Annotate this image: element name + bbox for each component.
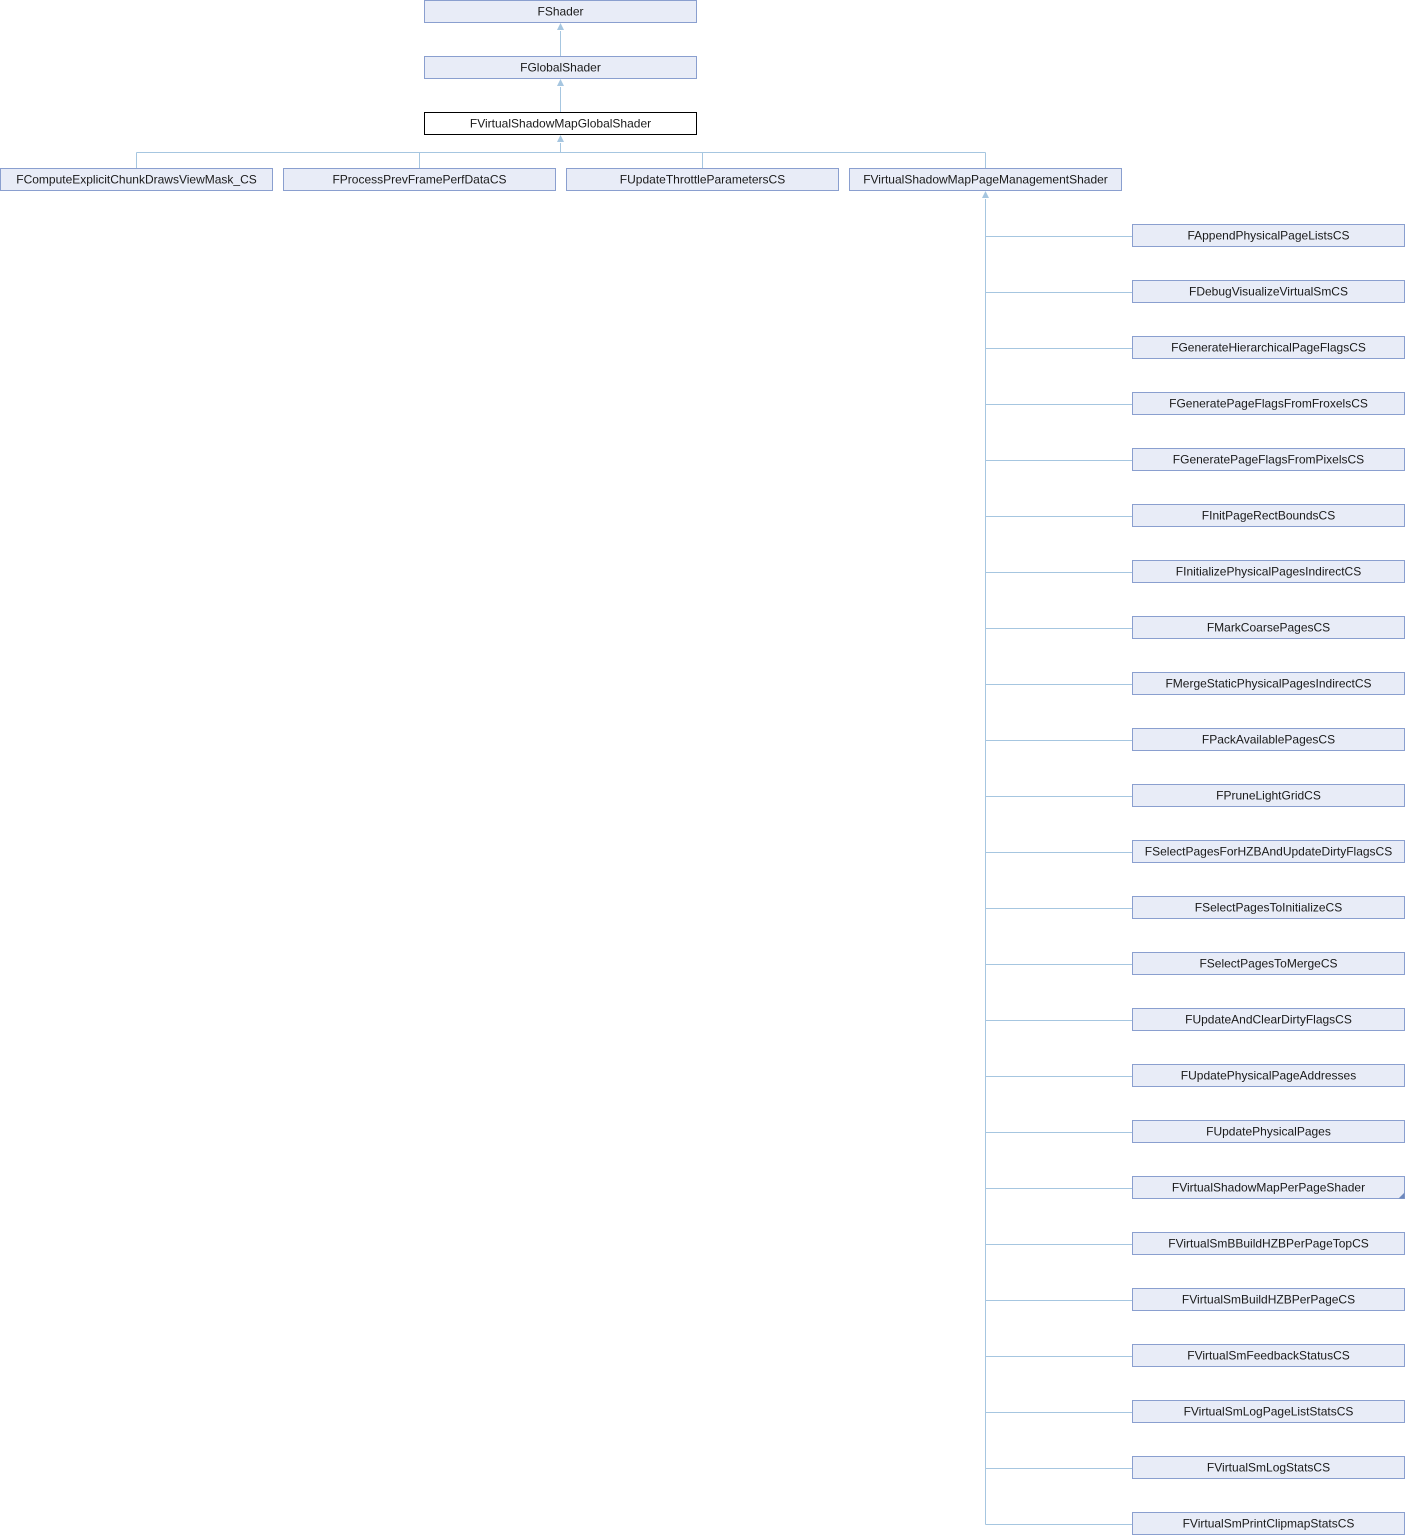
class-node-fupdate-and-clear-dirty-flags-cs[interactable]: FUpdateAndClearDirtyFlagsCS: [1132, 1008, 1405, 1031]
class-box: [566, 168, 839, 191]
class-node-fglobal-shader[interactable]: FGlobalShader: [424, 56, 697, 79]
class-node-fvirtual-shadow-map-page-management-shader[interactable]: FVirtualShadowMapPageManagementShader: [849, 168, 1122, 191]
class-name: FGlobalShader: [520, 61, 601, 75]
class-node-fupdate-physical-page-addresses[interactable]: FUpdatePhysicalPageAddresses: [1132, 1064, 1405, 1087]
class-name: FSelectPagesToMergeCS: [1199, 957, 1337, 971]
class-box: [849, 168, 1122, 191]
class-node-fgenerate-hierarchical-page-flags-cs[interactable]: FGenerateHierarchicalPageFlagsCS: [1132, 336, 1405, 359]
class-node-finit-page-rect-bounds-cs[interactable]: FInitPageRectBoundsCS: [1132, 504, 1405, 527]
class-node-fvirtual-sm-build-hzbper-page-cs[interactable]: FVirtualSmBuildHZBPerPageCS: [1132, 1288, 1405, 1311]
class-node-fcompute-explicit-chunk-draws-view-mask-cs[interactable]: FComputeExplicitChunkDrawsViewMask_CS: [0, 168, 273, 191]
class-node-fupdate-physical-pages[interactable]: FUpdatePhysicalPages: [1132, 1120, 1405, 1143]
class-name: FProcessPrevFramePerfDataCS: [332, 173, 506, 187]
class-name: FVirtualSmPrintClipmapStatsCS: [1183, 1517, 1355, 1531]
class-node-fappend-physical-page-lists-cs[interactable]: FAppendPhysicalPageListsCS: [1132, 224, 1405, 247]
class-name: FInitPageRectBoundsCS: [1202, 509, 1335, 523]
class-box: [0, 168, 273, 191]
class-node-fdebug-visualize-virtual-sm-cs[interactable]: FDebugVisualizeVirtualSmCS: [1132, 280, 1405, 303]
class-node-fvirtual-sm-bbuild-hzbper-page-top-cs[interactable]: FVirtualSmBBuildHZBPerPageTopCS: [1132, 1232, 1405, 1255]
class-box: [424, 56, 697, 79]
class-name: FVirtualSmLogStatsCS: [1207, 1461, 1330, 1475]
class-node-fupdate-throttle-parameters-cs[interactable]: FUpdateThrottleParametersCS: [566, 168, 839, 191]
class-name: FComputeExplicitChunkDrawsViewMask_CS: [16, 173, 257, 187]
class-name: FSelectPagesForHZBAndUpdateDirtyFlagsCS: [1145, 845, 1392, 859]
class-node-fgenerate-page-flags-from-pixels-cs[interactable]: FGeneratePageFlagsFromPixelsCS: [1132, 448, 1405, 471]
class-name: FVirtualShadowMapGlobalShader: [470, 117, 651, 131]
class-node-fgenerate-page-flags-from-froxels-cs[interactable]: FGeneratePageFlagsFromFroxelsCS: [1132, 392, 1405, 415]
class-name: FUpdatePhysicalPageAddresses: [1181, 1069, 1356, 1083]
class-name: FMergeStaticPhysicalPagesIndirectCS: [1165, 677, 1371, 691]
class-node-fvirtual-sm-feedback-status-cs[interactable]: FVirtualSmFeedbackStatusCS: [1132, 1344, 1405, 1367]
class-node-fvirtual-shadow-map-global-shader[interactable]: FVirtualShadowMapGlobalShader: [424, 112, 697, 135]
class-name: FVirtualSmFeedbackStatusCS: [1187, 1349, 1350, 1363]
class-name: FSelectPagesToInitializeCS: [1195, 901, 1342, 915]
inheritance-arrowhead: [982, 191, 989, 198]
class-name: FGenerateHierarchicalPageFlagsCS: [1171, 341, 1366, 355]
class-name: FGeneratePageFlagsFromPixelsCS: [1173, 453, 1364, 467]
class-node-finitialize-physical-pages-indirect-cs[interactable]: FInitializePhysicalPagesIndirectCS: [1132, 560, 1405, 583]
class-node-fprocess-prev-frame-perf-data-cs[interactable]: FProcessPrevFramePerfDataCS: [283, 168, 556, 191]
class-node-fprune-light-grid-cs[interactable]: FPruneLightGridCS: [1132, 784, 1405, 807]
class-name: FPackAvailablePagesCS: [1202, 733, 1335, 747]
class-box: [424, 112, 697, 135]
class-name: FVirtualShadowMapPageManagementShader: [863, 173, 1108, 187]
class-name: FAppendPhysicalPageListsCS: [1187, 229, 1349, 243]
class-name: FUpdateThrottleParametersCS: [620, 173, 785, 187]
class-name: FShader: [537, 5, 583, 19]
inheritance-edges: [136, 23, 1132, 1525]
class-box: [283, 168, 556, 191]
class-node-fvirtual-shadow-map-per-page-shader[interactable]: FVirtualShadowMapPerPageShader: [1132, 1176, 1405, 1199]
class-node-fselect-pages-to-merge-cs[interactable]: FSelectPagesToMergeCS: [1132, 952, 1405, 975]
class-name: FUpdatePhysicalPages: [1206, 1125, 1331, 1139]
class-node-fmerge-static-physical-pages-indirect-cs[interactable]: FMergeStaticPhysicalPagesIndirectCS: [1132, 672, 1405, 695]
inheritance-arrowhead: [557, 79, 564, 86]
class-name: FVirtualSmBBuildHZBPerPageTopCS: [1168, 1237, 1369, 1251]
class-box: [424, 0, 697, 23]
more-subclasses-marker: [1398, 1192, 1405, 1199]
class-name: FVirtualSmBuildHZBPerPageCS: [1182, 1293, 1355, 1307]
class-node-fmark-coarse-pages-cs[interactable]: FMarkCoarsePagesCS: [1132, 616, 1405, 639]
class-node-fpack-available-pages-cs[interactable]: FPackAvailablePagesCS: [1132, 728, 1405, 751]
class-node-fshader[interactable]: FShader: [424, 0, 697, 23]
class-name: FVirtualShadowMapPerPageShader: [1172, 1181, 1365, 1195]
class-node-fselect-pages-to-initialize-cs[interactable]: FSelectPagesToInitializeCS: [1132, 896, 1405, 919]
class-name: FGeneratePageFlagsFromFroxelsCS: [1169, 397, 1368, 411]
class-name: FVirtualSmLogPageListStatsCS: [1184, 1405, 1354, 1419]
inheritance-arrowhead: [557, 135, 564, 142]
class-node-fvirtual-sm-log-page-list-stats-cs[interactable]: FVirtualSmLogPageListStatsCS: [1132, 1400, 1405, 1423]
class-node-fvirtual-sm-print-clipmap-stats-cs[interactable]: FVirtualSmPrintClipmapStatsCS: [1132, 1512, 1405, 1535]
class-node-fvirtual-sm-log-stats-cs[interactable]: FVirtualSmLogStatsCS: [1132, 1456, 1405, 1479]
class-name: FUpdateAndClearDirtyFlagsCS: [1185, 1013, 1352, 1027]
class-name: FDebugVisualizeVirtualSmCS: [1189, 285, 1348, 299]
class-node-fselect-pages-for-hzband-update-dirty-flags-cs[interactable]: FSelectPagesForHZBAndUpdateDirtyFlagsCS: [1132, 840, 1405, 863]
class-name: FMarkCoarsePagesCS: [1207, 621, 1330, 635]
inheritance-arrowhead: [557, 23, 564, 30]
class-name: FInitializePhysicalPagesIndirectCS: [1176, 565, 1361, 579]
class-name: FPruneLightGridCS: [1216, 789, 1321, 803]
